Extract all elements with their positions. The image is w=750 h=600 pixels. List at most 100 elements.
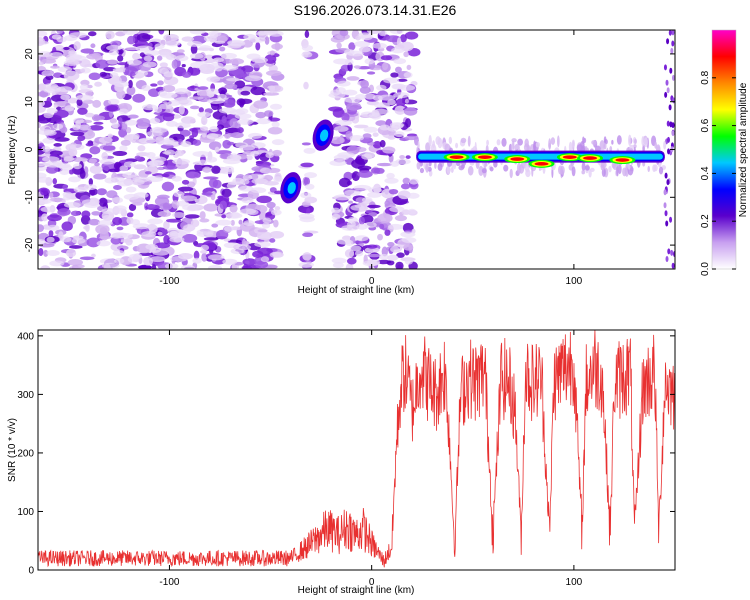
noise-speck (274, 206, 281, 211)
edge-speck (666, 38, 670, 45)
carrier-peak (534, 162, 549, 166)
noise-haze (125, 186, 137, 193)
noise-haze (175, 55, 189, 62)
noise-speck (68, 169, 74, 175)
carrier-speck (663, 140, 667, 150)
noise-haze (174, 97, 192, 104)
noise-speck (233, 69, 245, 79)
noise-haze (301, 45, 314, 52)
noise-speck (214, 40, 226, 44)
noise-haze (389, 206, 405, 213)
noise-haze (46, 224, 60, 231)
carrier-speck (628, 134, 632, 146)
noise-haze (349, 245, 362, 252)
noise-speck (43, 249, 49, 257)
noise-speck (301, 142, 311, 146)
noise-haze (203, 35, 212, 42)
noise-haze (108, 49, 119, 56)
noise-haze (111, 176, 125, 183)
noise-haze (232, 154, 242, 161)
carrier-speck (414, 135, 419, 146)
carrier-speck (484, 162, 488, 167)
noise-haze (84, 201, 100, 208)
noise-speck (240, 90, 251, 96)
x-tick-label: 100 (566, 577, 583, 588)
noise-speck (376, 162, 393, 167)
noise-haze (56, 36, 67, 43)
noise-haze (407, 208, 417, 215)
carrier-speck (583, 137, 587, 144)
noise-speck (162, 165, 178, 170)
noise-speck (79, 58, 91, 68)
noise-speck (57, 208, 71, 216)
noise-haze (383, 77, 400, 84)
noise-haze (46, 249, 60, 256)
edge-speck (666, 136, 670, 143)
noise-speck (211, 223, 219, 228)
noise-speck (88, 72, 101, 81)
noise-haze (328, 92, 346, 99)
noise-haze (238, 185, 254, 192)
noise-haze (150, 156, 167, 163)
carrier-speck (416, 161, 421, 170)
noise-haze (174, 122, 191, 129)
noise-haze (361, 196, 373, 203)
noise-speck (138, 252, 154, 256)
noise-speck (131, 139, 138, 144)
noise-haze (59, 164, 73, 171)
noise-haze (165, 53, 175, 60)
noise-haze (371, 108, 389, 115)
noise-speck (396, 252, 405, 258)
noise-speck (214, 146, 220, 153)
noise-speck (181, 36, 195, 42)
carrier-speck (603, 143, 607, 150)
noise-speck (93, 115, 106, 121)
noise-speck (367, 204, 381, 209)
carrier-speck (444, 143, 451, 153)
noise-speck (302, 252, 312, 261)
noise-speck (132, 52, 141, 60)
noise-haze (256, 118, 271, 125)
noise-speck (116, 62, 129, 66)
carrier-speck (489, 166, 494, 172)
noise-haze (329, 160, 347, 167)
carrier-peak (583, 156, 598, 160)
noise-speck (367, 253, 382, 258)
noise-haze (83, 184, 97, 191)
noise-haze (207, 97, 225, 104)
noise-speck (397, 78, 408, 82)
noise-haze (68, 50, 77, 57)
carrier-speck (581, 162, 586, 172)
carrier-speck (503, 164, 509, 172)
noise-haze (38, 198, 52, 205)
noise-speck (377, 233, 383, 241)
noise-haze (112, 249, 125, 256)
noise-haze (409, 178, 419, 185)
carrier-speck (458, 165, 465, 171)
noise-speck (189, 96, 204, 100)
noise-haze (192, 150, 211, 157)
noise-haze (154, 106, 163, 113)
carrier-speck (548, 142, 551, 149)
noise-speck (302, 232, 314, 237)
noise-speck (159, 202, 173, 211)
edge-speck (664, 91, 668, 98)
noise-haze (40, 206, 56, 213)
noise-speck (267, 126, 283, 135)
noise-speck (106, 190, 118, 199)
x-tick-label: -100 (159, 276, 179, 287)
noise-haze (180, 140, 192, 147)
signal-blob-peak (319, 129, 329, 142)
edge-speck (664, 172, 668, 179)
noise-haze (132, 176, 150, 183)
noise-speck (77, 134, 86, 142)
noise-speck (163, 220, 170, 230)
noise-haze (270, 209, 282, 216)
noise-haze (153, 126, 162, 133)
noise-speck (125, 47, 139, 51)
noise-speck (263, 92, 280, 96)
noise-haze (45, 85, 62, 92)
noise-speck (70, 131, 85, 137)
noise-haze (333, 194, 352, 201)
noise-haze (167, 227, 180, 234)
